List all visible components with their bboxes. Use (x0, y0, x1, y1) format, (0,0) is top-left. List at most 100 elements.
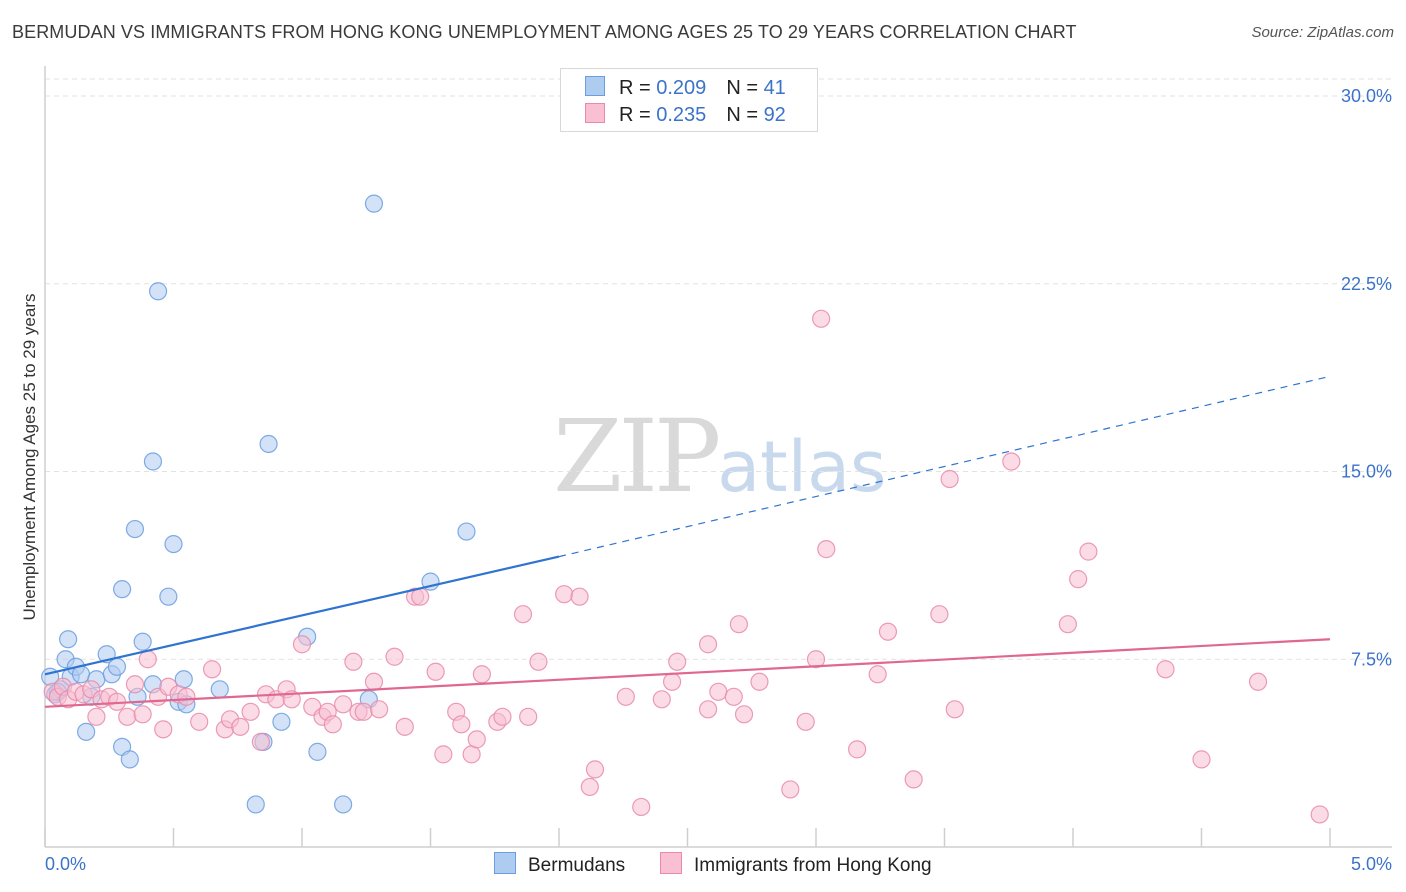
x-tick-label: 0.0% (45, 854, 86, 874)
legend-row-bermudans: R = 0.209 N = 41 (585, 76, 786, 100)
series-legend: Bermudans Immigrants from Hong Kong (0, 852, 1406, 878)
hong-kong-point (878, 622, 898, 641)
hong-kong-point (806, 650, 826, 669)
bermudan-point (210, 680, 229, 699)
bermudan-point (125, 519, 145, 539)
hong-kong-point (734, 705, 754, 724)
legend-n-label: N = (726, 104, 764, 126)
hong-kong-point (1079, 542, 1098, 561)
hong-kong-point (781, 780, 800, 799)
hong-kong-point (462, 745, 481, 764)
hong-kong-point (652, 690, 671, 709)
bermudan-point (364, 194, 384, 213)
bermudan-point (107, 657, 127, 676)
bermudan-point (133, 632, 152, 651)
series-legend-hong-kong[interactable]: Immigrants from Hong Kong (660, 852, 932, 877)
hong-kong-point (709, 682, 728, 701)
hong-kong-point (817, 540, 836, 559)
hong-kong-point (434, 745, 453, 764)
series-legend-bermudans[interactable]: Bermudans (494, 852, 625, 877)
hong-kong-point (904, 770, 923, 789)
hong-kong-point (585, 760, 605, 779)
series-legend-label: Immigrants from Hong Kong (694, 855, 932, 876)
hong-kong-point (1248, 672, 1268, 691)
hong-kong-point (570, 587, 589, 606)
hong-kong-point (323, 715, 342, 734)
legend-r-label: R = (619, 104, 657, 126)
hong-kong-point (1156, 660, 1175, 679)
hong-kong-point (1069, 570, 1088, 589)
y-tick-label: 30.0% (1341, 86, 1392, 106)
hong-kong-point (1002, 452, 1021, 471)
bermudan-point (112, 580, 132, 599)
hong-kong-point (472, 665, 491, 684)
hong-kong-point (519, 707, 538, 726)
hong-kong-point (698, 700, 718, 719)
hong-kong-point (177, 687, 196, 706)
hong-kong-point (868, 665, 887, 684)
bermudan-trend-projection (558, 375, 1331, 558)
bermudan-trend-line (44, 555, 560, 676)
legend-swatch-pink (585, 103, 605, 123)
bermudan-point (120, 750, 139, 769)
hong-kong-point (231, 717, 250, 736)
correlation-legend: R = 0.209 N = 41 R = 0.235 N = 92 (560, 68, 818, 132)
hong-kong-point (940, 469, 959, 489)
hong-kong-point (812, 309, 831, 328)
x-tick-label: 5.0% (1351, 854, 1392, 874)
legend-r-value: 0.209 (656, 77, 707, 99)
hong-kong-point (1058, 615, 1077, 634)
hong-kong-point (395, 717, 414, 736)
hong-kong-point (616, 687, 635, 706)
bermudan-point (148, 282, 168, 301)
hong-kong-point (698, 635, 718, 654)
hong-kong-point (580, 777, 599, 797)
hong-kong-trend-line (44, 638, 1331, 708)
legend-n-value: 92 (763, 104, 786, 126)
hong-kong-point (945, 700, 964, 719)
hong-kong-point (370, 700, 389, 719)
hong-kong-point (668, 652, 687, 671)
hong-kong-point (202, 660, 222, 679)
bermudan-point (143, 452, 163, 471)
bermudan-point (308, 742, 327, 761)
hong-kong-point (930, 605, 949, 624)
chart-title: BERMUDAN VS IMMIGRANTS FROM HONG KONG UN… (12, 22, 1077, 42)
hong-kong-point (241, 702, 260, 721)
hong-kong-point (493, 707, 512, 726)
bermudan-point (334, 795, 353, 814)
hong-kong-point (125, 675, 145, 694)
bermudan-point (174, 670, 193, 689)
bermudan-point (164, 534, 183, 554)
hong-kong-point (154, 720, 173, 739)
hong-kong-point (292, 635, 312, 654)
bermudan-point (59, 630, 78, 649)
hong-kong-point (87, 707, 106, 726)
hong-kong-point (426, 662, 445, 681)
hong-kong-point (452, 715, 471, 734)
bermudan-point (77, 722, 96, 741)
bermudan-point (159, 587, 178, 606)
source-credit: Source: ZipAtlas.com (1251, 24, 1394, 41)
legend-r-label: R = (619, 77, 657, 99)
hong-kong-point (334, 695, 353, 714)
legend-r-value: 0.235 (656, 104, 707, 126)
hong-kong-point (467, 730, 486, 749)
bermudan-point (457, 522, 476, 541)
hong-kong-point (1310, 805, 1329, 824)
bermudan-point (246, 795, 265, 814)
hong-kong-point (529, 652, 548, 671)
y-tick-label: 15.0% (1341, 462, 1392, 482)
bermudan-point (272, 712, 291, 731)
hong-kong-point (364, 672, 384, 691)
watermark-zip: ZIP (553, 398, 721, 515)
series-legend-label: Bermudans (528, 855, 626, 876)
hong-kong-point (796, 712, 815, 731)
hong-kong-point (354, 702, 373, 721)
hong-kong-point (662, 672, 682, 691)
series-swatch-pink (660, 852, 682, 874)
hong-kong-point (750, 672, 769, 691)
y-tick-label: 22.5% (1341, 274, 1392, 294)
watermark-atlas: atlas (717, 426, 887, 508)
